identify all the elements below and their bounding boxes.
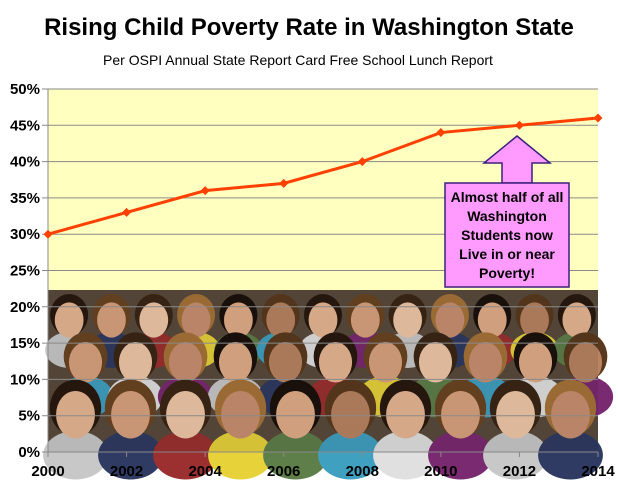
x-tick-label: 2002 xyxy=(110,463,143,480)
y-tick-label: 0% xyxy=(18,444,40,461)
photo-face xyxy=(98,379,163,480)
x-tick-label: 2012 xyxy=(503,463,536,480)
y-tick-label: 20% xyxy=(10,299,40,316)
y-tick-labels: 0% 5% 10% 15% 20% 25% 30% 35% 40% 45% 50% xyxy=(10,81,40,461)
photo-face xyxy=(153,379,218,480)
photo-face xyxy=(538,379,603,480)
photo-face xyxy=(483,379,548,480)
data-point xyxy=(514,120,524,130)
photo-face xyxy=(208,379,273,480)
y-tick-label: 25% xyxy=(10,263,40,280)
x-tick-label: 2008 xyxy=(346,463,379,480)
data-point xyxy=(200,186,210,196)
photo-face xyxy=(373,379,438,480)
photo-face xyxy=(428,379,493,480)
photo-face xyxy=(263,379,328,480)
y-tick-label: 45% xyxy=(10,117,40,134)
callout-text: Almost half of all Washington Students n… xyxy=(450,189,564,281)
y-tick-label: 15% xyxy=(10,335,40,352)
x-tick-labels: 2000 2002 2004 2006 2008 2010 2012 2014 xyxy=(31,452,615,480)
data-point xyxy=(43,229,53,239)
y-tick-label: 30% xyxy=(10,226,40,243)
data-point xyxy=(436,128,446,138)
data-point xyxy=(122,207,132,217)
series-markers xyxy=(43,113,603,239)
x-tick-label: 2000 xyxy=(31,463,64,480)
crowd-photo xyxy=(43,290,614,480)
chart-title: Rising Child Poverty Rate in Washington … xyxy=(44,14,574,41)
data-point xyxy=(279,178,289,188)
series-line xyxy=(47,116,599,236)
y-tick-label: 10% xyxy=(10,371,40,388)
y-tick-label: 50% xyxy=(10,81,40,98)
data-point xyxy=(357,157,367,167)
chart-subtitle: Per OSPI Annual State Report Card Free S… xyxy=(103,52,493,68)
x-tick-label: 2004 xyxy=(188,463,222,480)
photo-face xyxy=(43,379,108,480)
y-tick-label: 35% xyxy=(10,190,40,207)
callout-box xyxy=(444,182,570,288)
x-tick-label: 2010 xyxy=(424,463,457,480)
callout xyxy=(444,135,570,288)
y-tick-label: 5% xyxy=(18,408,40,425)
photo-face xyxy=(318,379,383,480)
x-tick-label: 2006 xyxy=(267,463,300,480)
y-tick-label: 40% xyxy=(10,154,40,171)
x-tick-label: 2014 xyxy=(581,463,615,480)
data-point xyxy=(593,113,603,123)
